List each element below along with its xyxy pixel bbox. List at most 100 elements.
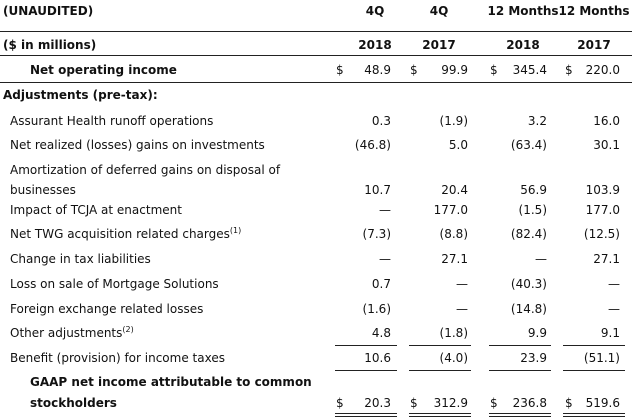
- adjustments-label: Adjustments (pre-tax):: [3, 88, 158, 102]
- value-cell: —: [379, 252, 391, 266]
- col-header-2-line2: 2017: [422, 38, 456, 52]
- value-cell: 0.7: [371, 277, 391, 291]
- units-label: ($ in millions): [3, 38, 97, 52]
- unaudited-label: (UNAUDITED): [3, 4, 94, 18]
- adjustment-label: Change in tax liabilities: [10, 252, 151, 266]
- total-rule: [409, 370, 471, 371]
- value-cell: (82.4): [510, 227, 547, 241]
- subtotal-rule: [489, 345, 551, 346]
- total-rule: [335, 370, 397, 371]
- subtotal-rule: [409, 345, 471, 346]
- adjustment-label: businesses: [10, 183, 76, 197]
- adjustment-label: Net realized (losses) gains on investmen…: [10, 138, 265, 152]
- total-rule: [489, 370, 551, 371]
- double-underline: [563, 413, 625, 417]
- value-cell: —: [535, 252, 547, 266]
- value-cell: 103.9: [585, 183, 620, 197]
- value-cell: 23.9: [520, 351, 547, 365]
- value-cell: —: [379, 203, 391, 217]
- adjustment-label-text: Net TWG acquisition related charges: [10, 227, 230, 241]
- adjustment-label: Net TWG acquisition related charges(1): [10, 226, 242, 242]
- value-cell: 10.6: [364, 351, 391, 365]
- value-cell: —: [608, 277, 620, 291]
- col-header-4-line1: 12 Months: [558, 4, 630, 18]
- value-cell: 9.1: [600, 326, 620, 340]
- header-row-1: (UNAUDITED) 4Q 4Q 12 Months 12 Months: [0, 0, 632, 22]
- value-cell: 48.9: [364, 63, 391, 77]
- adjustment-label: Assurant Health runoff operations: [10, 114, 214, 128]
- col-header-3-line2: 2018: [506, 38, 540, 52]
- value-cell: 220.0: [585, 63, 620, 77]
- value-cell: (51.1): [583, 351, 620, 365]
- col-header-2-line1: 4Q: [429, 4, 449, 18]
- currency-symbol: $: [410, 396, 418, 410]
- adjustment-label: Foreign exchange related losses: [10, 302, 204, 316]
- value-cell: (1.9): [439, 114, 468, 128]
- col-header-1-line1: 4Q: [365, 4, 385, 18]
- currency-symbol: $: [410, 63, 418, 77]
- value-cell: 20.3: [364, 396, 391, 410]
- value-cell: 519.6: [585, 396, 620, 410]
- header-row-2: ($ in millions) 2018 2017 2018 2017: [0, 34, 632, 56]
- value-cell: 56.9: [520, 183, 547, 197]
- subtotal-rule: [563, 345, 625, 346]
- value-cell: 27.1: [441, 252, 468, 266]
- value-cell: 0.3: [371, 114, 391, 128]
- currency-symbol: $: [565, 63, 573, 77]
- value-cell: —: [608, 302, 620, 316]
- value-cell: 5.0: [448, 138, 468, 152]
- net-operating-income-label: Net operating income: [30, 63, 177, 77]
- double-underline: [409, 413, 471, 417]
- value-cell: 312.9: [433, 396, 468, 410]
- value-cell: —: [456, 277, 468, 291]
- value-cell: 4.8: [371, 326, 391, 340]
- gaap-label-line1: GAAP net income attributable to common: [30, 375, 312, 389]
- value-cell: 177.0: [585, 203, 620, 217]
- footnote-marker: (2): [122, 325, 134, 334]
- row-rule: [0, 82, 632, 83]
- adjustment-label: Impact of TCJA at enactment: [10, 203, 182, 217]
- value-cell: 30.1: [593, 138, 620, 152]
- value-cell: (4.0): [439, 351, 468, 365]
- value-cell: 236.8: [512, 396, 547, 410]
- value-cell: —: [456, 302, 468, 316]
- header-rule-1: [0, 31, 632, 32]
- currency-symbol: $: [565, 396, 573, 410]
- currency-symbol: $: [490, 396, 498, 410]
- currency-symbol: $: [336, 396, 344, 410]
- double-underline: [335, 413, 397, 417]
- value-cell: 27.1: [593, 252, 620, 266]
- subtotal-rule: [335, 345, 397, 346]
- value-cell: 20.4: [441, 183, 468, 197]
- col-header-1-line2: 2018: [358, 38, 392, 52]
- adjustment-label: Other adjustments(2): [10, 325, 134, 341]
- adjustment-label: Loss on sale of Mortgage Solutions: [10, 277, 219, 291]
- col-header-4-line2: 2017: [577, 38, 611, 52]
- value-cell: (1.8): [439, 326, 468, 340]
- value-cell: (8.8): [439, 227, 468, 241]
- gaap-label-line2: stockholders: [30, 396, 117, 410]
- currency-symbol: $: [336, 63, 344, 77]
- value-cell: 16.0: [593, 114, 620, 128]
- value-cell: (40.3): [510, 277, 547, 291]
- value-cell: (1.5): [518, 203, 547, 217]
- value-cell: 9.9: [527, 326, 547, 340]
- value-cell: 3.2: [527, 114, 547, 128]
- total-rule: [563, 370, 625, 371]
- adjustment-label-text: Other adjustments: [10, 326, 123, 340]
- value-cell: (63.4): [510, 138, 547, 152]
- adjustment-label: Benefit (provision) for income taxes: [10, 351, 225, 365]
- currency-symbol: $: [490, 63, 498, 77]
- value-cell: (14.8): [510, 302, 547, 316]
- value-cell: (1.6): [362, 302, 391, 316]
- value-cell: 99.9: [441, 63, 468, 77]
- value-cell: (12.5): [583, 227, 620, 241]
- header-rule-2: [0, 55, 632, 56]
- adjustment-label: Amortization of deferred gains on dispos…: [10, 163, 281, 177]
- footnote-marker: (1): [229, 226, 242, 235]
- value-cell: 345.4: [512, 63, 547, 77]
- value-cell: 177.0: [433, 203, 468, 217]
- value-cell: 10.7: [364, 183, 391, 197]
- col-header-3-line1: 12 Months: [487, 4, 559, 18]
- value-cell: (46.8): [354, 138, 391, 152]
